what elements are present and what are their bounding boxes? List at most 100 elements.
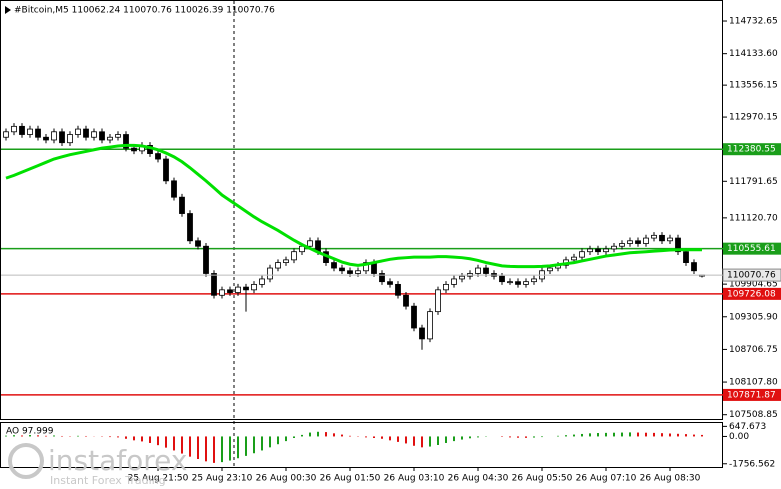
watermark-brand: instaforex: [48, 444, 187, 477]
candle-body: [67, 134, 73, 144]
candle-body: [283, 259, 289, 263]
price-box: [722, 268, 781, 282]
x-tick-label: 26 Aug 08:30: [640, 474, 701, 484]
candle-body: [59, 131, 65, 144]
indicator-tick-label: 0.00: [729, 432, 749, 442]
candle-body: [43, 136, 49, 141]
candle-body: [667, 237, 673, 242]
candle-body: [691, 262, 697, 272]
x-tick-label: 26 Aug 07:10: [576, 474, 637, 484]
symbol-marker: [5, 6, 11, 14]
y-tick-label: 111791.65: [729, 177, 778, 187]
candle-body: [547, 267, 553, 272]
x-tick-label: 26 Aug 01:50: [320, 474, 381, 484]
candle-body: [211, 273, 217, 296]
candle-body: [571, 256, 577, 261]
chart-header: #Bitcoin,M5 110062.24 110070.76 110026.3…: [14, 6, 275, 16]
moving-average: [5, 143, 702, 269]
candle-body: [131, 147, 137, 152]
candle-body: [51, 131, 57, 141]
candle-body: [427, 311, 433, 340]
x-tick-label: 25 Aug 21:50: [128, 474, 189, 484]
candle-body: [683, 251, 689, 263]
indicator-tick-label: -1756.562: [729, 459, 775, 469]
candle-body: [275, 262, 281, 269]
y-tick-label: 109305.90: [729, 312, 778, 322]
candle-body: [651, 234, 657, 239]
candle-body: [483, 267, 489, 274]
candle-body: [227, 289, 233, 293]
candle-body: [107, 136, 113, 141]
candle-body: [27, 128, 33, 135]
y-tick-label: 112970.15: [729, 113, 778, 123]
candle-body: [179, 196, 185, 214]
candle-body: [587, 248, 593, 253]
x-tick-label: 26 Aug 04:30: [448, 474, 509, 484]
candle-body: [187, 213, 193, 242]
level-box: [723, 242, 781, 255]
candle-body: [203, 245, 209, 274]
candle-body: [419, 327, 425, 340]
candle-body: [75, 128, 81, 135]
candle-body: [379, 273, 385, 283]
candle-body: [451, 278, 457, 285]
x-tick-label: 25 Aug 23:10: [192, 474, 253, 484]
y-tick-label: 114732.65: [729, 17, 778, 27]
candle-body: [643, 237, 649, 244]
y-tick-label: 107508.85: [729, 410, 778, 420]
candle-body: [35, 128, 41, 138]
candle-body: [675, 237, 681, 253]
candle-body: [267, 267, 273, 280]
level-label: 112380.55: [727, 145, 776, 155]
candle-body: [395, 283, 401, 296]
y-tick-label: 114133.60: [729, 49, 778, 59]
x-tick-label: 26 Aug 00:30: [256, 474, 317, 484]
candle-body: [347, 270, 353, 274]
candle-body: [603, 248, 609, 253]
candle-body: [19, 125, 25, 135]
candle-body: [291, 251, 297, 261]
candle-body: [3, 131, 9, 138]
candle-body: [595, 248, 601, 253]
candle-body: [387, 281, 393, 285]
x-tick-label: 26 Aug 03:10: [384, 474, 445, 484]
candle-body: [579, 251, 585, 258]
candle-body: [627, 240, 633, 244]
candle-body: [659, 234, 665, 242]
candle-body: [363, 262, 369, 272]
candle-body: [523, 281, 529, 285]
candle-body: [171, 180, 177, 198]
candle-body: [163, 158, 169, 182]
level-label: 110555.61: [727, 244, 776, 254]
level-box: [723, 388, 781, 401]
candle-body: [515, 281, 521, 285]
candle-body: [339, 267, 345, 272]
candle-body: [251, 283, 257, 291]
candle-body: [235, 286, 241, 293]
indicator-tick-label: 647.673: [729, 422, 766, 432]
y-tick-label: 113556.15: [729, 81, 778, 91]
candle-body: [355, 270, 361, 274]
candle-body: [411, 305, 417, 329]
candle-body: [403, 294, 409, 307]
watermark-logo: [8, 443, 44, 479]
y-tick-label: 111120.70: [729, 213, 778, 223]
y-tick-label: 108107.80: [729, 378, 778, 388]
candle-body: [611, 245, 617, 250]
y-tick-label: 108706.75: [729, 345, 778, 355]
candle-body: [91, 131, 97, 138]
candle-body: [83, 128, 89, 138]
candle-body: [219, 289, 225, 296]
candle-body: [115, 134, 121, 138]
current-price: 110070.76: [727, 271, 776, 281]
candle-body: [11, 125, 17, 133]
candle-body: [259, 278, 265, 285]
level-label: 107871.87: [727, 390, 776, 400]
candle-body: [195, 240, 201, 247]
indicator-frame: [0, 422, 723, 468]
level-label: 109726.08: [727, 289, 776, 299]
y-tick-label: 109904.65: [729, 280, 778, 290]
candle-body: [307, 240, 313, 247]
candle-body: [243, 286, 249, 291]
